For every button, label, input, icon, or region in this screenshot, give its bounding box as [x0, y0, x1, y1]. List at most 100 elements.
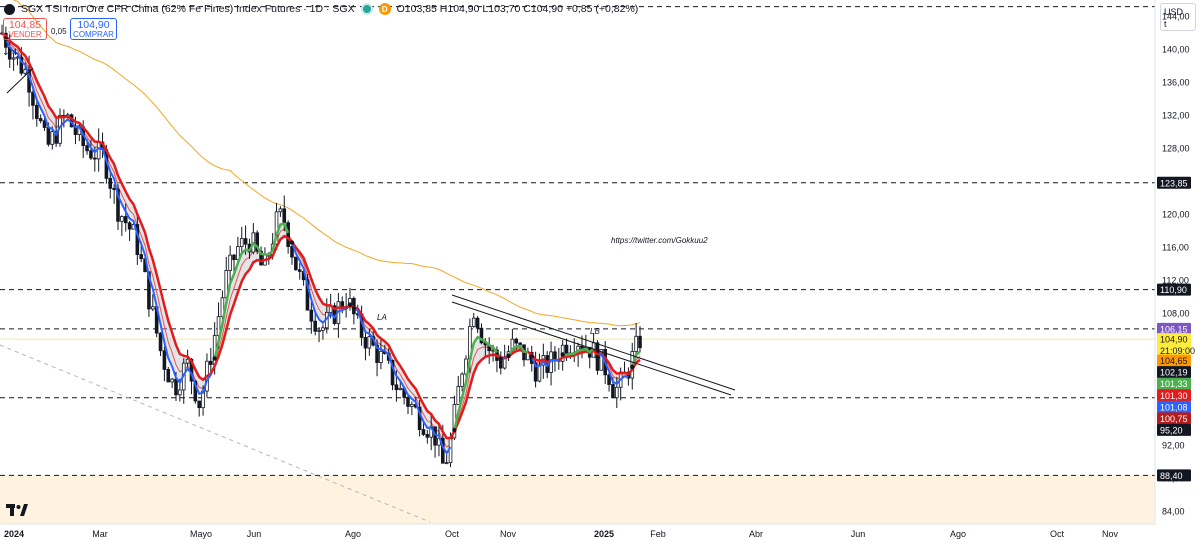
candle-body: [11, 57, 16, 60]
candle-body: [510, 338, 515, 353]
candle-body: [50, 131, 55, 145]
x-tick-11: Ago: [950, 529, 966, 539]
candle-body: [460, 373, 464, 387]
candle-body: [158, 332, 163, 352]
candle-body: [475, 317, 480, 329]
candle-body: [456, 386, 461, 405]
price-label-bg-10: [1157, 412, 1191, 425]
candle-body: [139, 254, 144, 260]
tradingview-logo-icon: [6, 504, 28, 516]
price-label-5: 104,65: [1160, 356, 1188, 366]
candle-body: [599, 349, 604, 371]
currency-selector[interactable]: USD t: [1160, 3, 1196, 31]
candle-body: [375, 344, 379, 363]
y-tick-3: 132,00: [1162, 111, 1190, 121]
y-tick-4: 128,00: [1162, 144, 1190, 154]
annotation-2: LB: [590, 327, 600, 336]
price-label-bg-0: [1157, 176, 1191, 189]
x-tick-0: 2024: [4, 529, 24, 539]
candle-body: [553, 351, 557, 361]
sell-button[interactable]: 104,85 VENDER: [3, 18, 47, 40]
candle-body: [236, 246, 240, 261]
visibility-icon[interactable]: [360, 3, 373, 15]
candle-body: [162, 350, 167, 370]
indicator-count: 4: [12, 47, 18, 57]
price-label-6: 102,19: [1160, 368, 1188, 378]
price-label-0: 123,85: [1160, 178, 1188, 188]
price-label-bg-12: [1157, 469, 1191, 482]
trendline-start[interactable]: [6, 67, 34, 94]
price-label-12: 88,40: [1160, 471, 1183, 481]
candle-body: [166, 369, 171, 383]
candle-body: [398, 387, 403, 391]
x-tick-13: Nov: [1102, 529, 1119, 539]
price-label-4: 21:09:00: [1160, 346, 1195, 356]
currency-unit: t: [1164, 19, 1167, 29]
price-label-bg-6: [1157, 366, 1191, 379]
candle-body: [239, 238, 244, 248]
cross-dot: [351, 306, 357, 311]
candle-body: [379, 350, 383, 363]
chart-header: SGX TSI Iron Ore CFR China (62% Fe Fines…: [4, 3, 638, 15]
price-label-bg-1: [1157, 283, 1191, 296]
x-tick-5: Oct: [445, 529, 460, 539]
candle-body: [54, 131, 58, 144]
price-axis-bg[interactable]: [1155, 0, 1200, 540]
symbol-title[interactable]: SGX TSI Iron Ore CFR China (62% Fe Fines…: [21, 3, 355, 15]
x-tick-9: Abr: [749, 529, 763, 539]
candle-body: [471, 317, 476, 327]
cross-dot: [452, 427, 457, 433]
price-label-2: 106,15: [1160, 324, 1188, 334]
candle-body: [108, 177, 113, 189]
buy-price: 104,90: [77, 19, 110, 31]
candle-body: [406, 396, 410, 407]
candle-body: [537, 364, 542, 382]
price-label-bg-11: [1157, 423, 1191, 436]
cross-dot: [212, 356, 217, 361]
candle-body: [197, 400, 202, 409]
candle-body: [444, 462, 449, 465]
candle-body: [85, 145, 89, 152]
indicator-toggle[interactable]: ⌄ 4: [2, 47, 17, 58]
candle-body: [363, 337, 368, 349]
sell-price: 104,85: [8, 19, 42, 31]
price-label-9: 101,08: [1160, 402, 1188, 412]
cross-dot: [498, 356, 503, 361]
candle-body: [317, 330, 321, 332]
candle-body: [174, 378, 178, 396]
sell-label: VENDER: [8, 30, 42, 39]
candle-body: [42, 120, 47, 128]
candle-body: [294, 256, 298, 271]
candle-body: [421, 429, 426, 435]
trendline-upper[interactable]: [451, 294, 736, 391]
candle-body: [46, 127, 51, 145]
red-ema-line: [1, 32, 641, 440]
candle-body: [19, 56, 24, 74]
buy-button[interactable]: 104,90 COMPRAR: [70, 18, 117, 40]
candle-body: [123, 216, 128, 224]
candle-body: [464, 358, 468, 375]
trendline-lower[interactable]: [451, 301, 732, 396]
spread-value: 0,05: [51, 27, 67, 36]
candle-body: [394, 384, 399, 391]
price-label-bg-3: [1157, 333, 1191, 346]
candle-body: [367, 336, 372, 349]
diagonal-support-line: [0, 344, 431, 523]
price-label-bg-9: [1157, 400, 1191, 413]
buy-label: COMPRAR: [73, 30, 114, 39]
green-ema-line: [213, 222, 641, 431]
cross-dot: [630, 364, 635, 370]
candle-body: [615, 386, 619, 399]
candles: [0, 24, 642, 468]
price-label-bg-8: [1157, 389, 1191, 402]
x-tick-6: Nov: [500, 529, 517, 539]
candle-body: [607, 374, 611, 385]
candle-body: [638, 335, 642, 349]
candle-body: [112, 187, 116, 190]
price-label-bg-7: [1157, 377, 1191, 390]
price-label-bg-5: [1157, 354, 1191, 367]
cross-dot: [595, 355, 600, 360]
candle-body: [150, 306, 155, 310]
candle-body: [309, 309, 314, 322]
